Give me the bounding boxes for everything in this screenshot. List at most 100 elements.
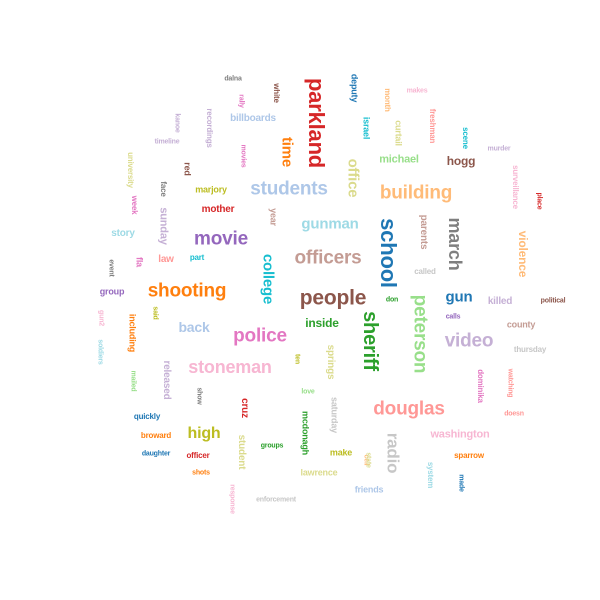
- cloud-word: released: [161, 360, 172, 400]
- cloud-word: story: [111, 228, 135, 239]
- cloud-word: peterson: [409, 294, 431, 374]
- cloud-word: gun: [445, 288, 473, 306]
- cloud-word: gun2: [97, 310, 105, 326]
- cloud-word: law: [158, 254, 174, 265]
- cloud-word: kanoe: [173, 113, 181, 133]
- cloud-word: ten: [293, 354, 301, 364]
- cloud-word: enforcement: [256, 496, 296, 504]
- cloud-word: sunday: [157, 207, 170, 245]
- cloud-word: political: [540, 297, 566, 305]
- cloud-word: back: [178, 319, 210, 335]
- cloud-word: marjory: [195, 184, 227, 195]
- cloud-word: said: [151, 306, 159, 320]
- cloud-word: washington: [430, 428, 490, 441]
- cloud-word: police: [233, 325, 287, 347]
- cloud-word: billboards: [230, 113, 276, 124]
- cloud-word: gunman: [301, 215, 359, 233]
- cloud-word: scene: [461, 127, 470, 149]
- cloud-word: march: [445, 217, 465, 271]
- cloud-word: week: [130, 195, 139, 215]
- cloud-word: high: [187, 425, 221, 442]
- cloud-word: movie: [194, 228, 248, 250]
- cloud-word: fla: [134, 257, 145, 267]
- cloud-word: surveillance: [511, 165, 520, 209]
- cloud-word: dalna: [224, 75, 242, 83]
- cloud-word: inside: [305, 316, 339, 330]
- cloud-word: cruz: [239, 398, 250, 418]
- cloud-word: freshman: [428, 108, 437, 144]
- cloud-word: rally: [237, 94, 245, 108]
- cloud-word: sheriff: [359, 311, 381, 371]
- cloud-word: douglas: [373, 398, 445, 420]
- cloud-word: response: [228, 484, 236, 514]
- cloud-word: county: [506, 319, 536, 330]
- cloud-word: made: [457, 474, 465, 492]
- cloud-word: student: [236, 434, 247, 470]
- cloud-word: red: [182, 162, 193, 176]
- cloud-word: including: [127, 313, 138, 353]
- cloud-word: quickly: [133, 412, 161, 421]
- cloud-word: dominika: [476, 369, 485, 403]
- cloud-word: mailed: [129, 370, 137, 392]
- cloud-word: makes: [406, 87, 428, 95]
- cloud-word: radio: [383, 432, 403, 474]
- cloud-word: michael: [379, 153, 419, 166]
- cloud-word: shooting: [147, 280, 227, 302]
- cloud-word: officers: [294, 247, 362, 269]
- cloud-word: time: [278, 136, 296, 168]
- cloud-word: office: [344, 158, 362, 198]
- cloud-word: part: [189, 253, 205, 262]
- cloud-word: students: [250, 178, 328, 200]
- cloud-word: system: [426, 461, 435, 489]
- cloud-word: saturday: [329, 397, 340, 433]
- cloud-word: deputy: [349, 73, 360, 103]
- cloud-word: school: [376, 218, 401, 288]
- cloud-word: broward: [140, 431, 172, 440]
- cloud-word: calls: [445, 313, 461, 321]
- cloud-word: friends: [354, 484, 384, 495]
- cloud-word: murder: [487, 145, 511, 153]
- cloud-word: parkland: [304, 77, 329, 169]
- cloud-word: officer: [186, 451, 210, 460]
- cloud-word: movies: [239, 144, 247, 168]
- cloud-word: building: [379, 182, 453, 204]
- cloud-word: mother: [201, 204, 235, 215]
- cloud-word: soldiers: [96, 339, 104, 365]
- cloud-word: month: [383, 88, 392, 112]
- cloud-word: hogg: [446, 154, 476, 168]
- cloud-word: sparrow: [454, 451, 484, 460]
- cloud-word: timeline: [154, 138, 180, 146]
- cloud-word: thursday: [513, 345, 547, 354]
- cloud-word: called: [414, 267, 436, 276]
- cloud-word: white: [272, 83, 281, 103]
- cloud-word: event: [107, 259, 115, 277]
- cloud-word: stoneman: [188, 357, 272, 377]
- cloud-word: mcdonagh: [300, 411, 311, 455]
- cloud-word: college: [259, 253, 277, 305]
- cloud-word: people: [299, 286, 367, 310]
- cloud-word: year: [268, 208, 279, 226]
- cloud-word: killed: [487, 296, 513, 307]
- cloud-word: video: [444, 330, 494, 352]
- cloud-word: university: [126, 152, 135, 188]
- cloud-word: parents: [418, 214, 429, 250]
- cloud-word: israel: [361, 116, 372, 140]
- cloud-word: love: [301, 388, 315, 396]
- cloud-word: face: [159, 181, 168, 197]
- cloud-word: watching: [506, 368, 514, 398]
- cloud-word: don: [385, 296, 399, 304]
- cloud-word: curtail: [393, 120, 404, 146]
- cloud-word: state: [364, 452, 372, 468]
- cloud-word: shots: [192, 469, 210, 477]
- cloud-word: show: [195, 387, 203, 405]
- cloud-word: group: [99, 286, 125, 297]
- cloud-word: springs: [325, 344, 336, 380]
- cloud-word: lawrence: [300, 467, 338, 478]
- cloud-word: violence: [516, 230, 530, 278]
- cloud-word: doesn: [504, 410, 524, 418]
- cloud-word: daughter: [141, 450, 171, 458]
- cloud-word: place: [535, 192, 543, 210]
- cloud-word: recordings: [205, 108, 214, 148]
- cloud-word: groups: [260, 442, 284, 450]
